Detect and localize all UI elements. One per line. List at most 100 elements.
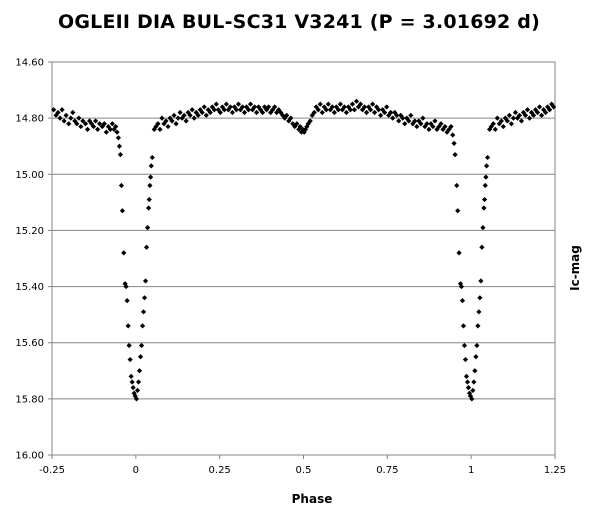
x-tick-label: 0 — [133, 465, 139, 476]
y-tick-label: 15.20 — [15, 226, 44, 237]
data-point — [481, 205, 487, 211]
data-point — [116, 143, 123, 149]
data-point — [221, 107, 227, 113]
data-point — [147, 174, 154, 180]
data-point — [159, 115, 165, 121]
y-tick-label: 15.40 — [15, 282, 44, 293]
data-point — [506, 112, 512, 118]
y-tick-label: 15.60 — [15, 338, 44, 349]
data-point — [276, 107, 282, 113]
data-point — [272, 104, 278, 110]
data-point — [113, 123, 119, 130]
data-point — [361, 104, 368, 110]
data-point — [464, 379, 471, 385]
data-point — [292, 123, 298, 130]
data-point — [76, 115, 82, 121]
data-series — [51, 98, 557, 402]
data-point — [298, 129, 305, 135]
data-point — [470, 387, 476, 394]
data-point — [524, 107, 531, 113]
data-point — [305, 121, 311, 127]
data-point — [309, 112, 315, 118]
data-point — [259, 109, 266, 116]
data-point — [481, 196, 488, 203]
data-point — [432, 118, 438, 124]
data-point — [341, 104, 348, 110]
data-point — [105, 123, 111, 130]
data-point — [135, 379, 142, 385]
data-point — [475, 323, 481, 329]
data-point — [394, 112, 400, 118]
data-point — [90, 123, 97, 130]
data-point — [412, 118, 418, 124]
data-point — [363, 109, 370, 116]
data-point — [140, 309, 147, 315]
data-point — [323, 107, 329, 113]
data-point — [482, 182, 488, 189]
data-point — [95, 126, 101, 132]
data-point — [145, 205, 152, 211]
data-point — [290, 121, 296, 127]
data-point — [369, 101, 376, 107]
y-axis-title: Ic-mag — [568, 245, 582, 291]
data-point — [138, 342, 145, 349]
data-point — [357, 101, 364, 107]
data-point — [121, 250, 127, 256]
data-point — [288, 115, 294, 121]
data-point — [467, 393, 474, 399]
x-axis-title: Phase — [292, 492, 333, 506]
y-tick-label: 16.00 — [15, 451, 44, 462]
data-point — [201, 104, 207, 110]
data-point — [474, 342, 480, 349]
data-point — [547, 107, 553, 113]
data-point — [302, 126, 309, 132]
data-point — [536, 104, 543, 110]
data-point — [84, 126, 91, 132]
data-point — [126, 342, 132, 349]
data-point — [137, 354, 144, 360]
data-point — [325, 101, 331, 107]
data-point — [434, 126, 440, 132]
data-point — [496, 121, 502, 127]
data-point — [136, 368, 143, 374]
data-point — [203, 112, 209, 118]
data-point — [270, 107, 276, 113]
data-point — [465, 385, 472, 391]
data-point — [173, 121, 179, 127]
data-point — [477, 295, 483, 301]
data-point — [452, 152, 458, 158]
data-point — [478, 278, 484, 284]
y-tick-label: 14.60 — [15, 58, 44, 69]
data-point — [280, 112, 286, 118]
data-point — [61, 118, 67, 124]
data-point — [347, 107, 354, 113]
data-point — [286, 118, 292, 124]
data-point — [543, 109, 549, 116]
data-point — [460, 323, 467, 329]
data-point — [367, 107, 374, 113]
data-point — [127, 356, 133, 363]
data-point — [480, 225, 486, 231]
data-point — [492, 126, 498, 132]
data-point — [504, 118, 510, 124]
y-tick-label: 15.00 — [15, 170, 44, 181]
data-point — [141, 295, 148, 301]
gridlines — [52, 117, 555, 400]
data-point — [438, 121, 444, 127]
data-point — [418, 121, 424, 127]
data-point — [255, 104, 262, 110]
data-point — [522, 112, 529, 118]
x-tick-label: -0.25 — [39, 465, 65, 476]
data-point — [211, 107, 217, 113]
data-point — [51, 107, 57, 113]
data-point — [400, 115, 406, 121]
data-point — [402, 121, 408, 127]
data-point — [189, 107, 195, 113]
data-point — [175, 115, 181, 121]
data-point — [353, 98, 360, 104]
data-point — [55, 109, 61, 116]
data-point — [516, 112, 523, 118]
data-point — [473, 354, 479, 360]
data-point — [426, 126, 432, 132]
